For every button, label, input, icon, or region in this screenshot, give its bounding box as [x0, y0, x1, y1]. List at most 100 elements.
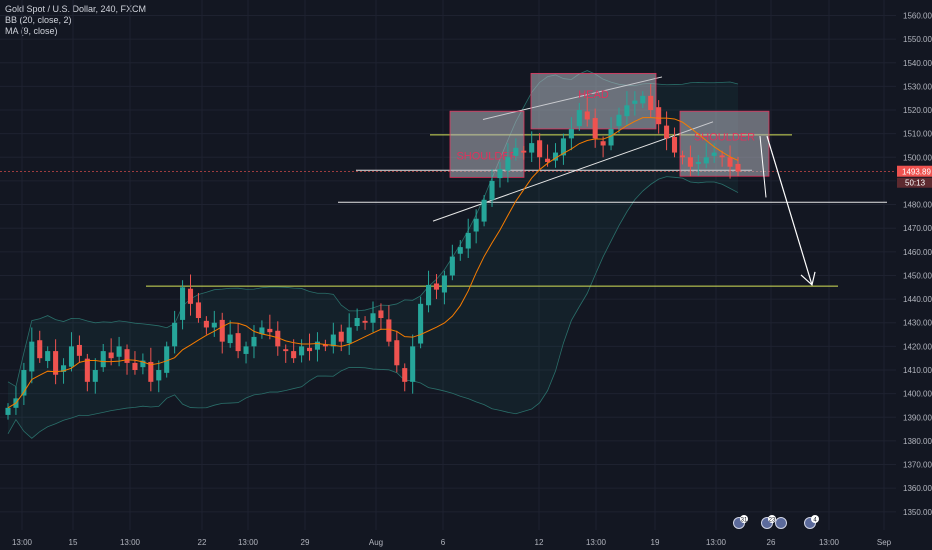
candle-body	[180, 287, 186, 320]
candle-body	[306, 347, 313, 352]
candle-body	[711, 152, 717, 156]
candle-body	[187, 288, 194, 304]
price-tick-label: 1550.00	[903, 35, 932, 44]
price-axis[interactable]: 1350.00 1360.00 1370.00 1380.00 1390.00 1400.…	[897, 11, 932, 517]
candle-body	[132, 362, 138, 371]
price-tick-label: 1480.00	[903, 201, 932, 210]
candle-body	[370, 313, 376, 323]
arrow-head	[800, 271, 816, 287]
price-tick-label: 1440.00	[903, 295, 932, 304]
candle-body	[703, 157, 709, 164]
candle-body	[608, 128, 614, 146]
price-tick-label: 1400.00	[903, 390, 932, 399]
candle-body	[505, 157, 511, 171]
candle-body	[656, 107, 662, 125]
candle-body	[497, 169, 503, 179]
candle-body	[576, 110, 582, 127]
time-axis[interactable]: 13:00 15 13:00 22 13:00 29 Aug 6 12 13:00 19 13:00 2…	[12, 538, 892, 547]
bollinger-lower	[7, 176, 739, 439]
candle-body	[37, 340, 43, 359]
candle-body	[314, 341, 320, 350]
candle-body	[560, 138, 566, 156]
moving-average-line	[7, 117, 739, 409]
pattern-box	[679, 110, 770, 177]
time-tick-label: 6	[441, 538, 446, 547]
candle-body	[465, 232, 471, 249]
candle-body	[362, 320, 368, 323]
candle-body	[267, 328, 273, 333]
candle-body	[275, 330, 281, 347]
price-tick-label: 1380.00	[903, 437, 932, 446]
pattern-box-label: SHOULDER	[456, 151, 517, 163]
price-tick-label: 1370.00	[903, 461, 932, 470]
symbol-title[interactable]: Gold Spot / U.S. Dollar, 240, FXCM	[5, 4, 147, 14]
candle-body	[140, 360, 146, 368]
candle-body	[552, 152, 559, 161]
candle-body	[481, 199, 487, 222]
pattern-box	[449, 110, 525, 178]
candle-body	[124, 349, 130, 363]
candle-body	[489, 180, 495, 200]
candle-body	[148, 361, 154, 382]
candle-body	[195, 302, 201, 319]
candle-body	[473, 218, 479, 232]
candle-body	[386, 319, 392, 342]
event-flag-icon	[775, 517, 787, 529]
price-tick-label: 1510.00	[903, 130, 932, 139]
candle-body	[441, 275, 447, 293]
ma-line	[7, 117, 739, 409]
candle-body	[687, 157, 693, 167]
time-tick-label: 13:00	[12, 538, 33, 547]
candle-body	[338, 331, 344, 342]
candle-body	[5, 407, 11, 415]
price-tick-label: 1360.00	[903, 484, 932, 493]
price-tick-label: 1390.00	[903, 413, 932, 422]
candle-body	[61, 365, 67, 372]
candle-body	[299, 346, 305, 356]
candle-body	[679, 155, 685, 158]
price-tick-label: 1470.00	[903, 224, 932, 233]
bollinger-bands-label[interactable]: BB (20, close, 2)	[5, 15, 72, 25]
pattern-box-label: HEAD	[578, 89, 609, 101]
candle-body	[227, 334, 233, 344]
candle-body	[671, 136, 678, 153]
time-tick-label: 13:00	[586, 538, 607, 547]
price-tick-label: 1420.00	[903, 342, 932, 351]
time-tick-label: 29	[301, 538, 310, 547]
candle-body	[29, 341, 35, 372]
event-badges[interactable]: 31 23 4	[733, 515, 820, 529]
projection-arrow-1	[759, 135, 767, 198]
moving-average-label[interactable]: MA (9, close)	[5, 26, 58, 36]
candle-body	[346, 327, 352, 344]
candle-body	[600, 141, 606, 146]
candle-body	[251, 336, 257, 347]
candle-body	[283, 349, 289, 352]
candle-body	[648, 95, 654, 111]
candle-body	[735, 163, 741, 172]
candle-body	[457, 247, 463, 254]
candle-body	[164, 346, 170, 373]
price-tick-label: 1530.00	[903, 82, 932, 91]
time-tick-label: 26	[767, 538, 776, 547]
candle-body	[640, 95, 646, 104]
grid-lines	[0, 0, 896, 530]
time-tick-label: 13:00	[238, 538, 259, 547]
time-tick-label: 19	[651, 538, 660, 547]
candle-body	[402, 368, 408, 382]
candle-body	[529, 143, 535, 153]
candle-body	[108, 352, 114, 359]
candle-body	[418, 303, 424, 344]
price-tick-label: 1410.00	[903, 366, 932, 375]
price-tick-label: 1560.00	[903, 11, 932, 20]
candle-body	[719, 155, 725, 158]
candle-body	[243, 346, 249, 354]
chart-legend: Gold Spot / U.S. Dollar, 240, FXCM BB (2…	[5, 4, 146, 37]
projection-arrows	[759, 135, 816, 287]
candle-body	[624, 105, 630, 117]
candle-body	[53, 351, 59, 375]
support-resistance-levels	[0, 76, 896, 287]
candle-body	[727, 157, 733, 167]
time-tick-label: 13:00	[706, 538, 727, 547]
candle-body	[545, 158, 551, 163]
